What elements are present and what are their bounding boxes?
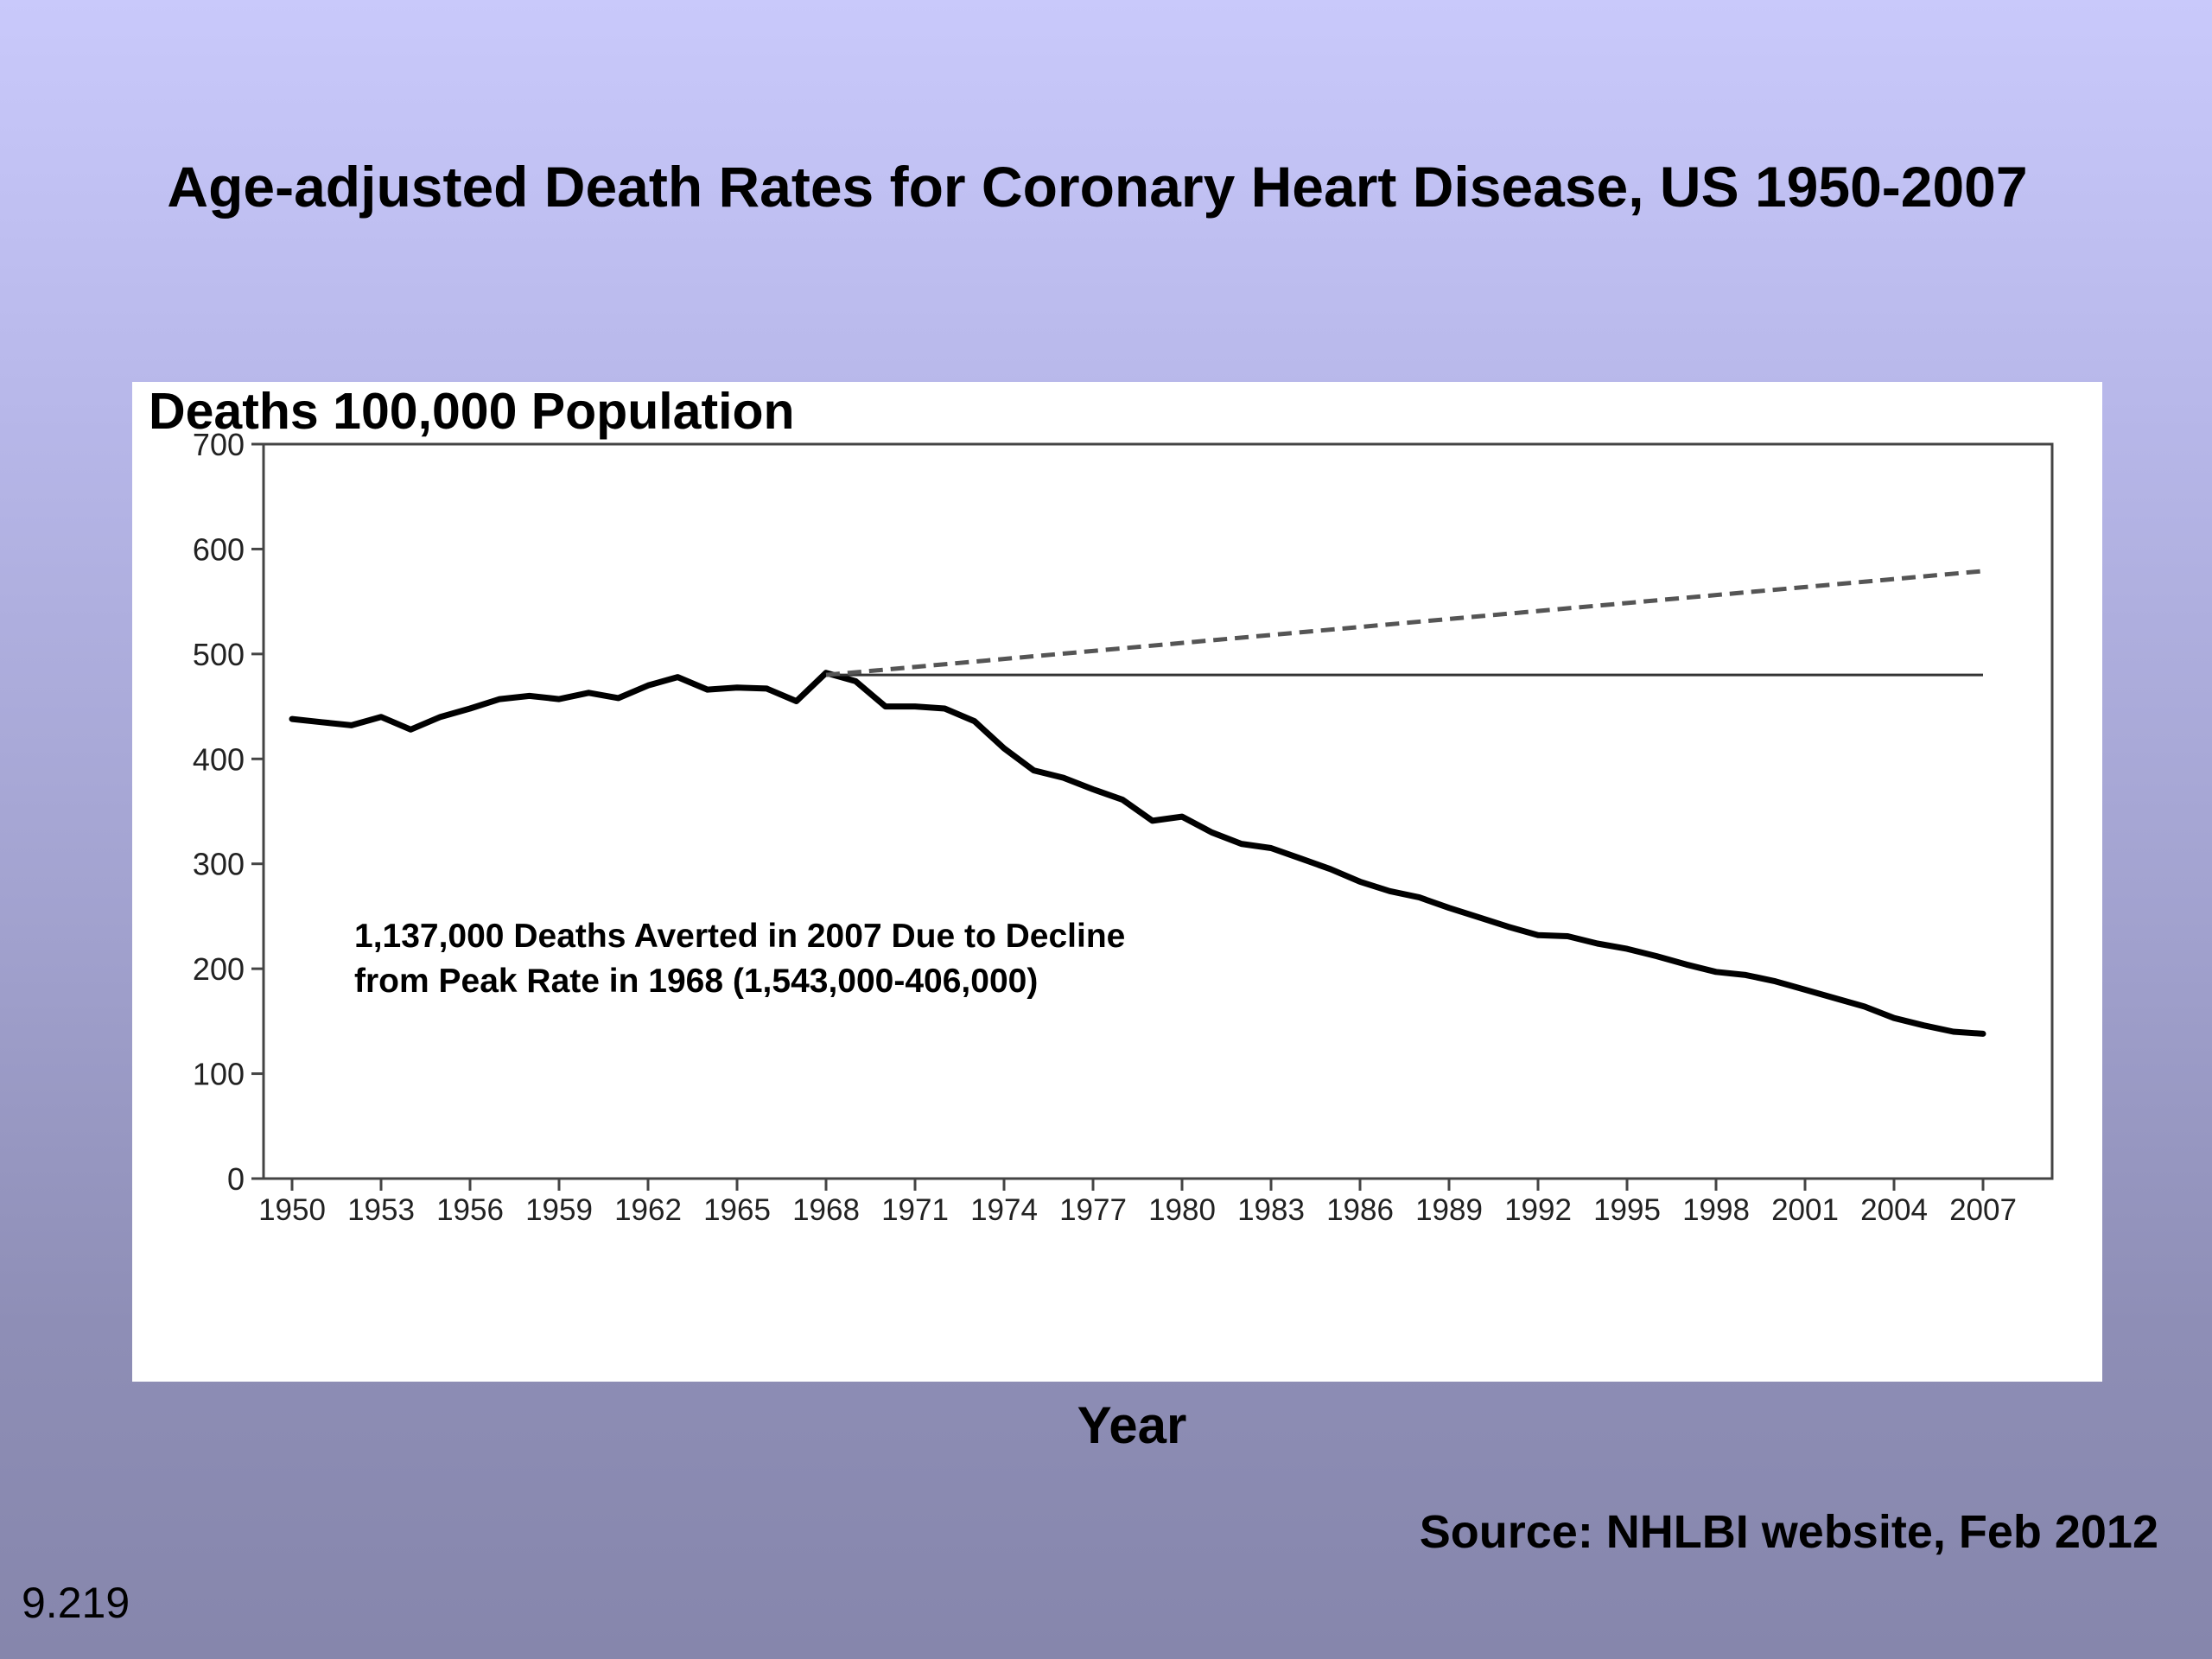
y-tick-label: 500 bbox=[193, 637, 245, 672]
y-tick-label: 200 bbox=[193, 951, 245, 987]
y-axis-title: Deaths 100,000 Population bbox=[149, 383, 795, 440]
x-axis: 1950 1953 1956 1959 1962 1965 1968 1971 1974 1977… bbox=[258, 1179, 2017, 1227]
x-tick-label: 1953 bbox=[347, 1193, 415, 1227]
series-line-dashed bbox=[825, 569, 1984, 677]
x-tick-label: 1980 bbox=[1148, 1193, 1216, 1227]
x-tick-label: 1989 bbox=[1415, 1193, 1483, 1227]
x-tick-label: 1977 bbox=[1059, 1193, 1127, 1227]
x-tick-label: 2007 bbox=[1949, 1193, 2017, 1227]
x-tick-label: 1962 bbox=[614, 1193, 682, 1227]
y-axis: 0 100 200 300 400 500 600 700 bbox=[193, 427, 264, 1197]
chart-panel: 0 100 200 300 400 500 600 700 1950 1953 1956 1959 1… bbox=[132, 382, 2102, 1382]
series-layer bbox=[289, 569, 1986, 1037]
plot-area-frame bbox=[262, 442, 2054, 1180]
x-tick-label: 1956 bbox=[436, 1193, 504, 1227]
y-tick-label: 300 bbox=[193, 847, 245, 882]
y-tick-label: 0 bbox=[227, 1161, 245, 1197]
x-tick-label: 1959 bbox=[525, 1193, 593, 1227]
x-tick-label: 1983 bbox=[1237, 1193, 1305, 1227]
x-tick-label: 1971 bbox=[881, 1193, 949, 1227]
x-tick-label: 1992 bbox=[1504, 1193, 1572, 1227]
source-note: Source: NHLBI website, Feb 2012 bbox=[1419, 1506, 2158, 1558]
chart-annotation: 1,137,000 Deaths Averted in 2007 Due to … bbox=[354, 914, 1125, 1004]
x-tick-label: 1968 bbox=[792, 1193, 860, 1227]
x-tick-label: 2001 bbox=[1771, 1193, 1839, 1227]
x-tick-label: 1974 bbox=[970, 1193, 1038, 1227]
annotation-line-1: 1,137,000 Deaths Averted in 2007 Due to … bbox=[354, 918, 1126, 955]
annotation-line-2: from Peak Rate in 1968 (1,543,000-406,00… bbox=[354, 963, 1039, 1000]
y-tick-label: 700 bbox=[193, 427, 245, 462]
x-tick-label: 1950 bbox=[258, 1193, 326, 1227]
y-tick-label: 100 bbox=[193, 1057, 245, 1092]
x-axis-title: Year bbox=[1077, 1396, 1187, 1454]
x-tick-label: 1965 bbox=[703, 1193, 771, 1227]
slide-title: Age-adjusted Death Rates for Coronary He… bbox=[167, 155, 2028, 219]
series-line-solid-thick bbox=[289, 670, 1986, 1037]
x-tick-label: 1986 bbox=[1326, 1193, 1394, 1227]
y-tick-label: 400 bbox=[193, 741, 245, 777]
x-tick-label: 1995 bbox=[1593, 1193, 1661, 1227]
y-tick-label: 600 bbox=[193, 531, 245, 567]
x-tick-label: 1998 bbox=[1682, 1193, 1750, 1227]
x-tick-label: 2004 bbox=[1860, 1193, 1928, 1227]
slide-number: 9.219 bbox=[22, 1579, 130, 1627]
